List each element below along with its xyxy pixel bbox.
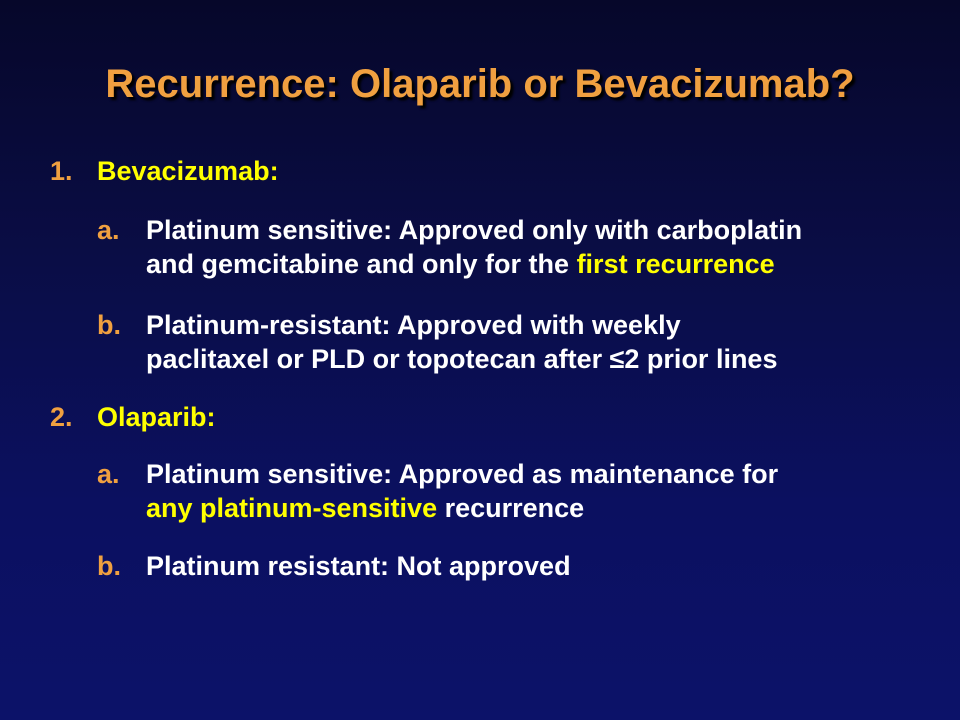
section-number: 1. bbox=[50, 156, 73, 186]
item-letter: b. bbox=[97, 551, 121, 581]
highlighted-text: first recurrence bbox=[576, 249, 775, 279]
item-letter: b. bbox=[97, 310, 121, 340]
section-number: 2. bbox=[50, 402, 73, 432]
item-text-line: paclitaxel or PLD or topotecan after ≤2 … bbox=[146, 344, 778, 374]
item-letter: a. bbox=[97, 215, 120, 245]
item-text-line: Platinum sensitive: Approved only with c… bbox=[146, 215, 803, 245]
item-text: and gemcitabine and only for the bbox=[146, 249, 577, 279]
item-text-line: Platinum-resistant: Approved with weekly bbox=[146, 310, 681, 340]
section-heading: Bevacizumab: bbox=[97, 156, 279, 186]
item-text: recurrence bbox=[437, 493, 585, 523]
item-text-line: any platinum-sensitive recurrence bbox=[146, 492, 584, 524]
highlighted-text: any platinum-sensitive bbox=[146, 493, 438, 523]
item-text-line: and gemcitabine and only for the first r… bbox=[146, 248, 775, 280]
slide-title: Recurrence: Olaparib or Bevacizumab? bbox=[105, 62, 855, 106]
item-text-line: Platinum resistant: Not approved bbox=[146, 551, 571, 581]
section-heading: Olaparib: bbox=[97, 402, 216, 432]
item-letter: a. bbox=[97, 459, 120, 489]
item-text-line: Platinum sensitive: Approved as maintena… bbox=[146, 459, 779, 489]
